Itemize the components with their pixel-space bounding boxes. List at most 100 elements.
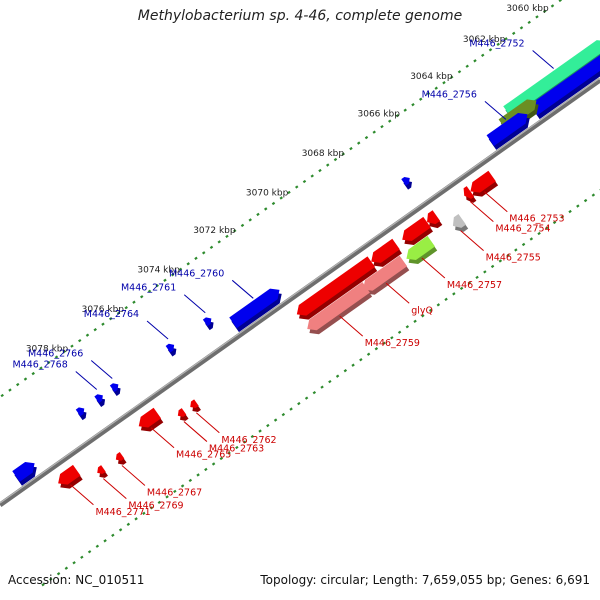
tick-mark-outer — [39, 366, 43, 370]
reverse-gene-arrow — [363, 255, 408, 291]
gene-label-forward: M446_2766 — [28, 349, 83, 360]
gene-leader-line — [421, 257, 446, 279]
gene-label-reverse: M446_2762 — [221, 435, 276, 446]
kbp-label: 3062 kbp — [463, 35, 506, 45]
gene-label-forward: M446_2761 — [121, 283, 176, 294]
tick-mark-inner — [506, 253, 510, 258]
kbp-label: 3068 kbp — [302, 149, 345, 159]
gene-label-reverse: M446_2769 — [128, 501, 183, 512]
tick-mark-inner — [514, 248, 518, 252]
accession-text: Accession: NC_010511 — [8, 573, 145, 587]
tick-mark-inner — [328, 379, 332, 384]
tick-mark-inner — [560, 215, 565, 219]
tick-mark-inner — [459, 286, 464, 291]
tick-mark-inner — [405, 325, 410, 329]
tick-mark-inner — [72, 561, 76, 565]
tick-mark-outer — [233, 229, 237, 233]
forward-gene-arrow — [202, 317, 212, 327]
tick-mark-outer — [357, 141, 361, 145]
forward-gene-arrow — [12, 461, 35, 482]
tick-mark-inner — [258, 429, 262, 433]
tick-mark-inner — [134, 517, 138, 521]
tick-mark-inner — [273, 418, 278, 422]
tick-mark-outer — [54, 355, 59, 359]
tick-mark-outer — [481, 53, 485, 57]
gene-leader-line — [90, 360, 113, 379]
tick-mark-inner — [444, 297, 448, 301]
tick-mark-outer — [155, 284, 159, 288]
tick-mark-outer — [93, 327, 97, 332]
gene-label-reverse: M446_2755 — [486, 253, 541, 264]
tick-mark-inner — [118, 528, 123, 532]
gene-leader-line — [150, 427, 175, 449]
tick-mark-outer — [85, 333, 90, 337]
forward-gene-arrow — [165, 343, 175, 353]
tick-mark-outer — [209, 245, 214, 250]
tick-mark-inner — [126, 522, 131, 526]
tick-mark-inner — [87, 550, 92, 554]
tick-mark-inner — [490, 264, 495, 269]
gene-leader-line — [385, 282, 410, 304]
tick-mark-inner — [320, 385, 324, 389]
tick-mark-inner — [467, 281, 472, 285]
tick-mark-inner — [436, 303, 441, 307]
kbp-label: 3070 kbp — [246, 189, 289, 199]
tick-mark-outer — [287, 190, 291, 195]
kbp-label: 3072 kbp — [193, 226, 236, 236]
tick-mark-inner — [583, 198, 588, 203]
gene-label-reverse: M446_2757 — [447, 280, 502, 291]
tick-mark-outer — [194, 256, 198, 260]
tick-mark-inner — [552, 220, 557, 225]
reverse-gene-arrow — [58, 464, 81, 485]
reverse-gene-arrow — [371, 238, 400, 263]
tick-mark-outer — [310, 174, 314, 178]
tick-mark-inner — [173, 489, 177, 494]
tick-mark-outer — [380, 124, 384, 129]
tick-mark-inner — [483, 270, 487, 274]
gene-leader-line — [484, 101, 507, 120]
tick-mark-inner — [521, 242, 526, 247]
gene-leader-line — [103, 478, 127, 500]
tick-mark-outer — [23, 377, 28, 381]
tick-mark-outer — [419, 97, 423, 101]
gene-leader-line — [339, 315, 364, 337]
gene-leader-line — [75, 371, 98, 390]
tick-mark-outer — [163, 278, 167, 282]
tick-mark-inner — [498, 259, 503, 263]
gene-label-forward: M446_2768 — [12, 360, 67, 371]
tick-mark-outer — [535, 15, 539, 19]
gene-leader-line — [470, 201, 494, 222]
forward-gene-arrow — [94, 394, 103, 403]
tick-mark-outer — [326, 163, 330, 167]
tick-mark-outer — [140, 295, 144, 299]
tick-mark-outer — [0, 393, 4, 398]
kbp-label: 3074 kbp — [137, 265, 180, 275]
tick-mark-inner — [219, 456, 224, 461]
backbone-line — [0, 77, 600, 508]
tick-mark-inner — [335, 374, 340, 378]
reverse-gene-arrow — [402, 216, 431, 241]
tick-mark-outer — [271, 201, 276, 206]
gene-label-forward: M446_2756 — [422, 89, 477, 100]
tick-mark-outer — [543, 9, 547, 14]
gene-leader-line — [70, 484, 94, 506]
tick-mark-outer — [279, 196, 283, 200]
tick-mark-outer — [62, 349, 66, 354]
gene-labels: M446_2752 M446_2756 M446_2760 M446_2761 M446… — [12, 38, 564, 517]
kbp-labels: 3060 kbp 3062 kbp 3064 kbp 3066 kbp 3068 kbp… — [26, 4, 549, 354]
gene-leader-line — [146, 320, 169, 340]
forward-genes — [12, 40, 600, 486]
tick-mark-inner — [204, 467, 208, 472]
reverse-gene-arrow — [406, 235, 436, 261]
kbp-label: 3076 kbp — [82, 305, 125, 315]
tick-mark-inner — [165, 495, 169, 499]
tick-mark-outer — [124, 306, 128, 310]
forward-gene-arrow — [75, 407, 85, 417]
tick-mark-inner — [142, 511, 146, 516]
gene-leader-line — [231, 279, 254, 299]
gene-leader-line — [121, 465, 146, 486]
tick-mark-outer — [256, 212, 260, 217]
tick-mark-outer — [426, 92, 431, 96]
tick-mark-inner — [149, 506, 154, 510]
